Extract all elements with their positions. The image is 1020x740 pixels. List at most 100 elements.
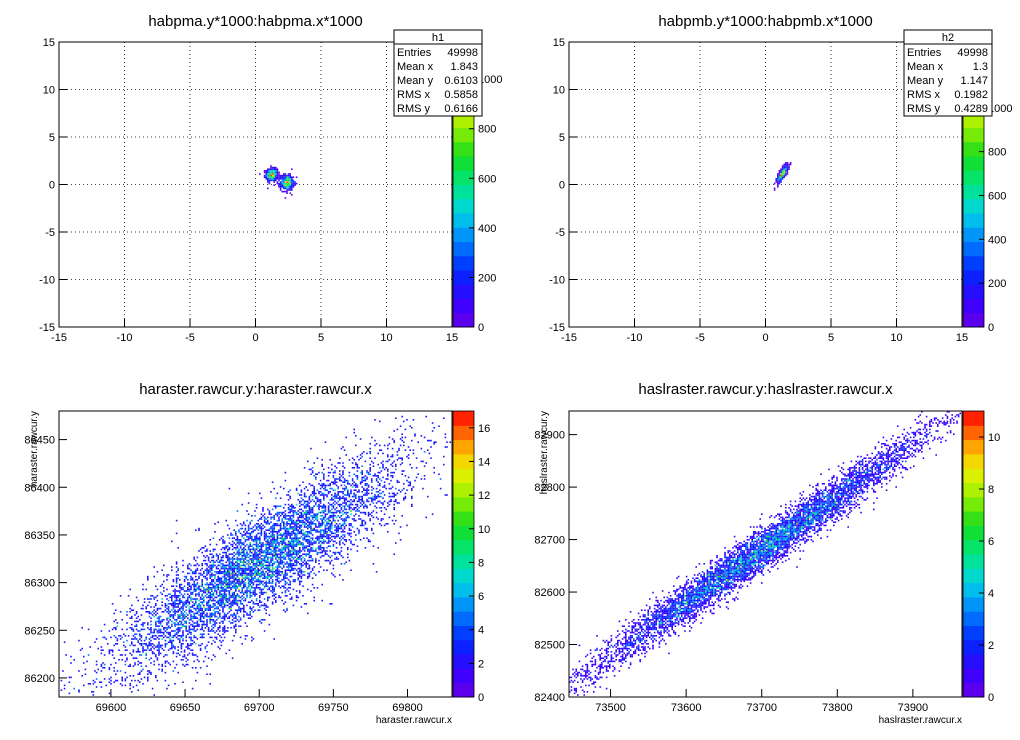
density-cell xyxy=(225,593,227,595)
density-cell xyxy=(119,654,122,656)
density-cell xyxy=(159,620,162,623)
density-cell xyxy=(299,575,301,578)
density-cell xyxy=(137,599,139,602)
density-cell xyxy=(321,555,323,557)
density-cell xyxy=(108,692,111,695)
density-cell xyxy=(228,572,231,575)
density-cell xyxy=(308,518,311,520)
density-cell xyxy=(158,615,160,618)
density-cell xyxy=(209,604,211,607)
density-cell xyxy=(238,540,240,543)
density-cell xyxy=(158,628,160,631)
density-cell xyxy=(299,567,301,570)
density-cell xyxy=(361,476,363,479)
density-cell xyxy=(215,571,218,573)
density-cell xyxy=(244,556,247,559)
density-cell xyxy=(289,184,291,186)
density-cell xyxy=(286,563,288,565)
density-cell xyxy=(179,607,181,610)
density-cell xyxy=(409,483,411,485)
density-cell xyxy=(295,521,298,523)
density-cell xyxy=(212,585,215,587)
density-cell xyxy=(233,572,235,575)
density-cell xyxy=(236,542,239,544)
density-cell xyxy=(358,515,360,517)
density-cell xyxy=(310,532,312,535)
density-cell xyxy=(262,588,264,591)
density-cell xyxy=(335,502,338,504)
density-cell xyxy=(217,595,219,597)
density-cell xyxy=(255,551,258,554)
density-cell xyxy=(183,590,186,592)
density-cell xyxy=(78,670,80,672)
density-cell xyxy=(345,487,347,490)
density-cell xyxy=(212,603,215,605)
density-cell xyxy=(321,519,323,522)
density-cell xyxy=(369,473,371,475)
density-cell xyxy=(334,521,336,523)
density-cell xyxy=(369,513,371,515)
density-cell xyxy=(171,643,173,645)
density-cell xyxy=(246,563,248,565)
density-cell xyxy=(214,599,216,602)
density-cell xyxy=(284,186,287,188)
density-cell xyxy=(263,619,266,621)
density-cell xyxy=(212,587,215,589)
density-cell xyxy=(278,550,280,552)
density-cell xyxy=(326,542,328,544)
density-cell xyxy=(225,553,227,555)
density-cell xyxy=(255,526,258,528)
stats-row-value: 49998 xyxy=(957,47,988,59)
density-cell xyxy=(297,577,299,579)
density-cell xyxy=(347,491,349,493)
density-cell xyxy=(139,662,141,664)
density-cell xyxy=(206,583,208,586)
density-cell xyxy=(335,495,338,498)
density-cell xyxy=(268,510,271,512)
density-cell xyxy=(179,603,181,605)
density-cell xyxy=(187,596,189,599)
density-cell xyxy=(326,532,328,535)
density-cell xyxy=(777,179,779,182)
density-cell xyxy=(183,585,186,587)
density-cell xyxy=(321,492,323,495)
density-cell xyxy=(780,171,782,174)
density-cell xyxy=(214,631,216,634)
density-cell xyxy=(156,630,159,632)
density-cell xyxy=(302,561,304,563)
density-cell xyxy=(286,595,288,597)
density-cell xyxy=(260,561,263,563)
density-cell xyxy=(238,615,240,618)
density-cell xyxy=(185,636,187,639)
density-cell xyxy=(329,471,331,474)
density-cell xyxy=(331,526,333,528)
density-cell xyxy=(291,539,293,541)
density-cell xyxy=(340,503,343,506)
density-cell xyxy=(223,566,226,568)
y-tick-label: 10 xyxy=(553,85,565,97)
density-cell xyxy=(319,543,322,546)
density-cell xyxy=(358,531,360,533)
density-cell xyxy=(785,165,787,167)
density-cell xyxy=(206,673,208,675)
density-cell xyxy=(275,542,277,544)
y-tick-label: 0 xyxy=(49,180,55,192)
density-cell xyxy=(291,569,293,571)
density-cell xyxy=(299,583,301,586)
density-cell xyxy=(235,579,237,581)
density-cell xyxy=(401,433,403,435)
density-cell xyxy=(287,531,290,533)
density-cell xyxy=(172,630,175,632)
density-cell xyxy=(283,555,285,557)
density-cell xyxy=(331,499,333,501)
density-cell xyxy=(211,567,213,570)
density-cell xyxy=(444,433,447,435)
density-cell xyxy=(369,457,371,459)
density-cell xyxy=(300,558,303,560)
density-cells xyxy=(773,162,792,191)
density-cell xyxy=(231,591,234,594)
density-cell xyxy=(265,591,267,594)
density-cell xyxy=(318,499,320,501)
density-cell xyxy=(209,599,211,602)
colorbar-step xyxy=(963,156,984,171)
